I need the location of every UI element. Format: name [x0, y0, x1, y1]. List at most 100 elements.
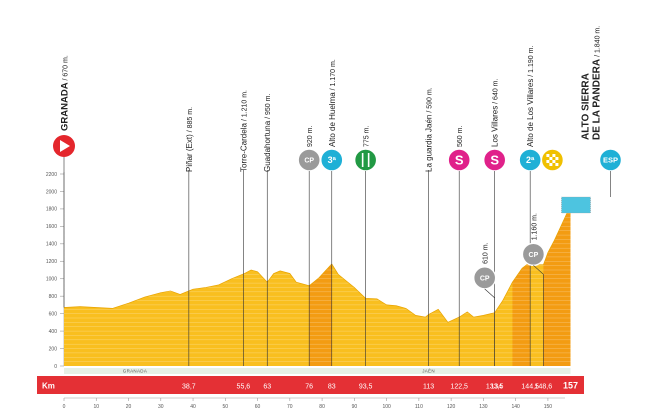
- y-tick-label: 400: [49, 329, 58, 335]
- y-tick-label: 2000: [46, 189, 57, 195]
- climb-badge: 3ª: [320, 148, 344, 172]
- x-tick-label: 100: [382, 404, 391, 410]
- sprint-badge: CP: [297, 148, 321, 172]
- chart-base: 0 200 400 600 800 1000 1200 1400 1600 1800 2000 220…: [46, 172, 571, 374]
- km-marker-label: 148,6: [535, 384, 553, 391]
- km-marker-label: 122,5: [450, 384, 468, 391]
- profile-area: [63, 205, 571, 366]
- region-label: JAÉN: [422, 368, 435, 374]
- feed-zone-badge: [353, 148, 378, 172]
- region-label: GRANADA: [123, 369, 147, 374]
- climb-section: [512, 262, 531, 366]
- point-line: [484, 288, 495, 299]
- point-altitude: 920 m.: [307, 126, 314, 147]
- y-tick-label: 1200: [46, 259, 57, 265]
- x-tick-label: 90: [352, 404, 358, 410]
- km-marker-label: 38,7: [182, 384, 196, 391]
- x-tick-label: 120: [447, 404, 456, 410]
- region-strip: [64, 368, 571, 374]
- km-marker-label: 55,6: [237, 384, 251, 391]
- km-marker-label: 157: [563, 381, 578, 391]
- x-tick-label: 110: [415, 404, 423, 410]
- x-tick-label: 20: [126, 404, 132, 410]
- sprint-badge: CP: [472, 266, 497, 290]
- point-line: [533, 265, 544, 275]
- km-marker-label: 134: [490, 384, 502, 391]
- climb-section: [543, 205, 571, 366]
- x-tick-label: 30: [158, 404, 164, 410]
- km-marker-label: 144,5: [521, 384, 539, 391]
- km-bar: [37, 376, 584, 394]
- km-marker-label: 133,5: [486, 384, 504, 391]
- point-altitude: 610 m.: [483, 242, 490, 263]
- x-tick-label: 140: [511, 404, 520, 410]
- x-tick-label: 130: [479, 404, 488, 410]
- play-icon: [60, 140, 70, 152]
- y-tick-label: 800: [49, 294, 58, 300]
- start-marker: [53, 135, 75, 157]
- point-label: Los Villares / 640 m.: [491, 78, 500, 147]
- point-altitude: 775 m.: [364, 126, 371, 147]
- y-tick-label: 1400: [46, 242, 57, 248]
- flag-check: [549, 163, 553, 166]
- x-tick-label: 0: [63, 404, 66, 410]
- flag-check: [552, 154, 556, 157]
- y-tick-label: 0: [54, 364, 57, 370]
- x-tick-label: 80: [319, 404, 325, 410]
- km-marker-label: 63: [263, 384, 271, 391]
- y-tick-label: 1800: [46, 207, 57, 213]
- finish-flag-badge: [540, 148, 565, 172]
- bonus-sprint-badge: S: [447, 148, 471, 172]
- point-label: Guadahortuna / 950 m.: [263, 94, 272, 172]
- x-tick-label: 40: [190, 404, 196, 410]
- climb-badge: 2ª: [518, 148, 542, 172]
- x-tick-label: 50: [223, 404, 229, 410]
- y-tick-label: 600: [49, 311, 58, 317]
- profile-outline: [63, 205, 571, 323]
- point-altitude: 1.160 m.: [531, 213, 538, 240]
- finish-name-line1: ALTO SIERRA: [581, 73, 592, 140]
- y-tick-label: 200: [49, 346, 58, 352]
- x-tick-label: 70: [287, 404, 293, 410]
- finish-name-line2: DE LA PANDERA / 1.840 m.: [592, 26, 603, 140]
- badge-text: CP: [304, 158, 314, 165]
- finish-box: [561, 196, 591, 214]
- km-marker-label: 76: [305, 384, 313, 391]
- y-tick-label: 1600: [46, 224, 57, 230]
- badge-text: S: [490, 153, 499, 168]
- y-tick-label: 1000: [46, 277, 57, 283]
- flag-check: [552, 160, 556, 163]
- x-tick-label: 60: [255, 404, 261, 410]
- flag-check: [555, 163, 559, 166]
- km-bar-title: Km: [42, 382, 55, 391]
- km-marker-label: 93,5: [359, 384, 373, 391]
- climb-badge: ESP: [598, 148, 623, 172]
- badge-circle: [353, 148, 378, 172]
- x-tick-label: 150: [544, 404, 553, 410]
- bonus-sprint-badge: S: [482, 148, 507, 172]
- badge-circle: [521, 242, 546, 266]
- point-label: Alto de Los Villares / 1.190 m.: [526, 46, 535, 147]
- badge-text: ESP: [603, 156, 618, 165]
- point-label: Torre-Cardela / 1.210 m.: [239, 90, 248, 172]
- badge-text: CP: [529, 252, 539, 259]
- badge-text: S: [455, 153, 464, 168]
- start-label: GRANADA / 670 m.: [60, 55, 71, 131]
- point-altitude: 560 m.: [457, 126, 464, 147]
- badge-text: 3ª: [328, 155, 337, 165]
- sprint-badge: CP: [521, 242, 546, 266]
- badge-text: CP: [480, 275, 490, 282]
- point-label: La guardia Jaén / 590 m.: [425, 87, 434, 172]
- x-tick-label: 10: [93, 404, 99, 410]
- point-label: Alto de Huelma / 1.170 m.: [328, 59, 337, 147]
- flag-check: [546, 154, 550, 157]
- flag-check: [555, 157, 559, 160]
- badge-text: 2ª: [526, 155, 535, 165]
- flag-check: [546, 160, 550, 163]
- flag-check: [549, 157, 553, 160]
- y-tick-label: 2200: [46, 172, 57, 178]
- km-marker-label: 113: [423, 384, 434, 391]
- route-points: GRANADA / 670 m. Piñar (Ext) / 885 m. Torr…: [53, 26, 623, 366]
